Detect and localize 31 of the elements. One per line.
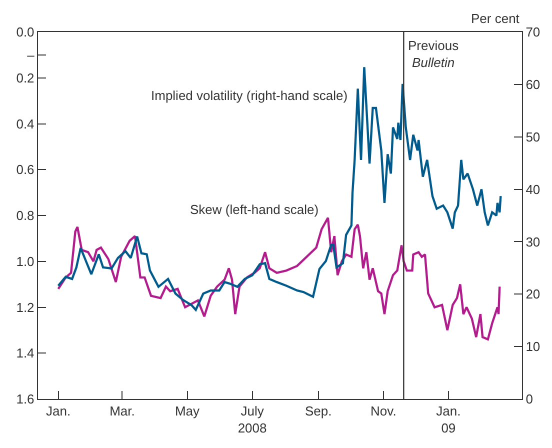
y2-tick-label: 0 <box>526 392 533 407</box>
y2-tick-label: 30 <box>526 234 540 250</box>
line-series <box>57 216 501 340</box>
x-tick-label: Jan. 09 <box>436 404 461 436</box>
x-tick-label: Mar. <box>110 404 135 419</box>
x-tick-label: July 2008 <box>238 404 267 436</box>
x-tick-label: Sep. <box>305 404 332 419</box>
ref-line-label: Previous Bulletin <box>408 38 460 70</box>
y-tick-label: 1.0 <box>16 254 34 269</box>
y2-tick-label: 10 <box>526 339 540 354</box>
series-label: Implied volatility (right-hand scale) <box>151 88 348 103</box>
x-tick-label: Jan. <box>46 404 71 419</box>
y-tick-label: 1.2 <box>16 300 34 315</box>
y2-tick-label: 50 <box>526 129 540 144</box>
y2-tick-label: 20 <box>526 286 540 302</box>
y2-tick-label: 70 <box>526 24 540 40</box>
y-tick-label: 1.4 <box>16 346 34 361</box>
y-tick-label: – <box>27 47 36 62</box>
x-tick-label: Nov. <box>370 404 396 419</box>
x-tick-label: May <box>174 404 200 419</box>
y2-tick-label: 60 <box>526 76 540 92</box>
line-series <box>57 66 502 311</box>
series-label: Skew (left-hand scale) <box>190 202 319 217</box>
y-tick-label: 0.0 <box>16 24 34 40</box>
y-tick-label: 0.4 <box>16 116 34 132</box>
y2-tick-label: 40 <box>526 182 540 197</box>
y-tick-label: 0.2 <box>16 70 34 86</box>
y-tick-label: 1.6 <box>16 392 34 407</box>
y-tick-label: 0.8 <box>16 208 34 224</box>
y2-axis-title: Per cent <box>471 11 520 26</box>
y-tick-label: 0.6 <box>16 162 34 178</box>
